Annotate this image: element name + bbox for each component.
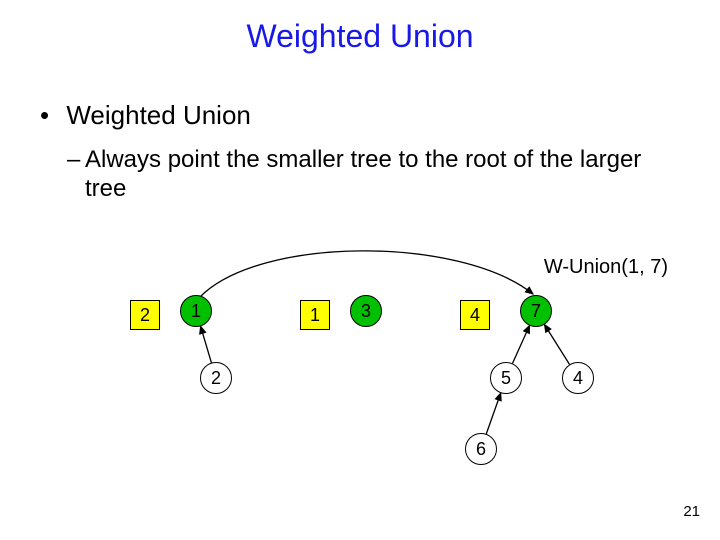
tree-edge <box>545 325 570 365</box>
tree-edge <box>201 326 212 362</box>
slide: Weighted Union • Weighted Union – Always… <box>0 0 720 540</box>
diagram-svg <box>0 0 720 540</box>
page-number: 21 <box>683 503 700 520</box>
tree-node: 3 <box>350 295 382 327</box>
tree-node: 2 <box>200 362 232 394</box>
weight-box: 2 <box>130 300 160 330</box>
tree-node: 7 <box>520 295 552 327</box>
tree-node: 6 <box>465 433 497 465</box>
tree-node: 1 <box>180 295 212 327</box>
weighted-union-arc <box>200 251 533 297</box>
tree-node: 5 <box>490 362 522 394</box>
tree-edge <box>513 326 530 364</box>
tree-edge <box>486 393 500 434</box>
tree-node: 4 <box>562 362 594 394</box>
weight-box: 4 <box>460 300 490 330</box>
weight-box: 1 <box>300 300 330 330</box>
